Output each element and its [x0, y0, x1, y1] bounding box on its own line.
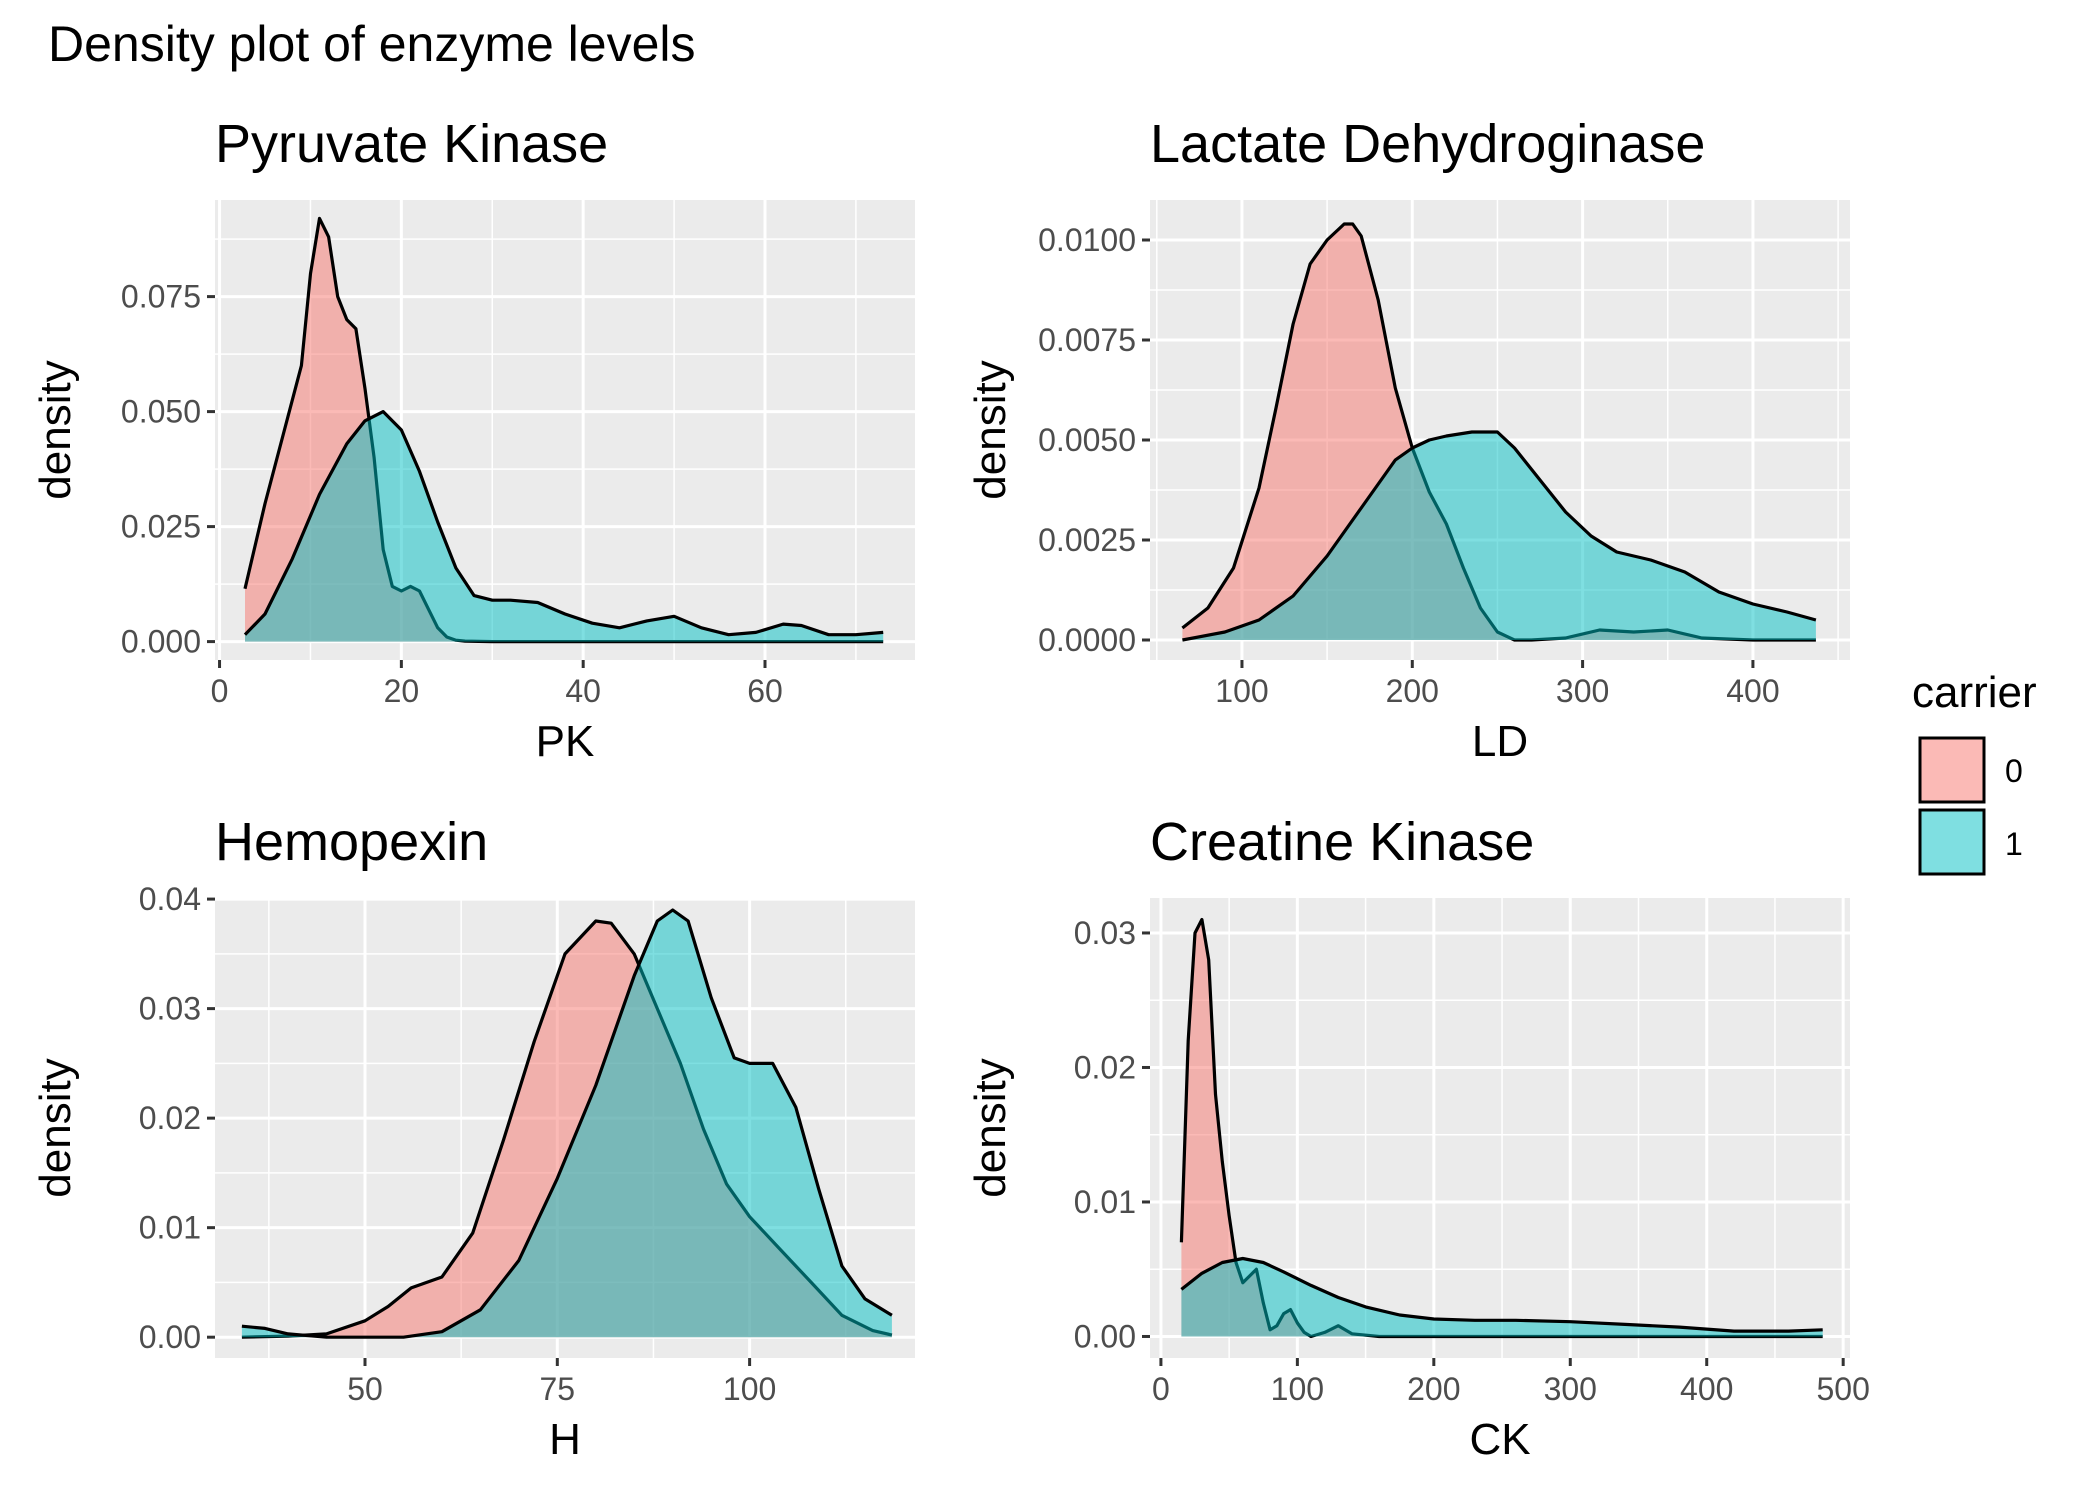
y-tick-label: 0.03 [1074, 915, 1136, 951]
density-curve-1 [1180, 1256, 1823, 1333]
y-tick-label: 0.0025 [1038, 522, 1136, 558]
y-tick-label: 0.01 [139, 1210, 201, 1246]
x-axis-title: CK [1469, 1415, 1530, 1464]
x-tick-label: 300 [1544, 1371, 1597, 1407]
x-tick-label: 400 [1680, 1371, 1733, 1407]
y-tick-label: 0.01 [1074, 1184, 1136, 1220]
y-tick-label: 0.03 [139, 991, 201, 1027]
panel-4: 0 100 200 300 400 500 0.00 0.01 0.02 0.03 Creatine… [966, 812, 1870, 1464]
y-tick-label: 0.0050 [1038, 422, 1136, 458]
panel-title: Hemopexin [215, 812, 488, 872]
x-tick-label: 100 [723, 1371, 776, 1407]
x-tick-label: 0 [211, 673, 229, 709]
y-tick-label: 0.0100 [1038, 222, 1136, 258]
x-tick-label: 60 [747, 673, 783, 709]
x-tick-label: 200 [1407, 1371, 1460, 1407]
legend-key-0 [1918, 736, 1986, 804]
panel-title: Pyruvate Kinase [215, 114, 608, 174]
panel-3: 50 75 100 0.00 0.01 0.02 0.03 0.04 Hemopexin Hden… [31, 812, 915, 1464]
x-axis-title: PK [536, 717, 595, 766]
y-axis-title: density [966, 360, 1015, 499]
panel-2: 100 200 300 400 0.0000 0.0025 0.0050 0.0075 0.01… [966, 114, 1850, 766]
y-tick-label: 0.0000 [1038, 622, 1136, 658]
density-area-1 [245, 411, 884, 642]
density-curve-1 [243, 410, 884, 637]
x-tick-label: 0 [1152, 1371, 1170, 1407]
y-tick-label: 0.0075 [1038, 322, 1136, 358]
y-axis-title: density [966, 1058, 1015, 1197]
density-curve-1 [1182, 430, 1817, 642]
x-tick-label: 20 [384, 673, 420, 709]
panel-title: Creatine Kinase [1150, 812, 1534, 872]
y-tick-label: 0.000 [121, 624, 201, 660]
x-axis-title: LD [1472, 717, 1528, 766]
x-tick-label: 40 [565, 673, 601, 709]
legend-key-1 [1918, 808, 1986, 876]
x-tick-label: 300 [1556, 673, 1609, 709]
x-tick-label: 50 [347, 1371, 383, 1407]
x-tick-label: 500 [1816, 1371, 1869, 1407]
density-area-1 [1181, 1258, 1823, 1337]
y-tick-label: 0.02 [1074, 1049, 1136, 1085]
x-tick-label: 200 [1386, 673, 1439, 709]
legend-label-0: 0 [2005, 753, 2023, 789]
y-axis-title: density [31, 360, 80, 499]
density-area-1 [1182, 432, 1816, 640]
density-area-1 [241, 910, 892, 1338]
panel-1: 0 20 40 60 0.000 0.025 0.050 0.075 Pyruvate Kina… [31, 114, 915, 766]
x-tick-label: 100 [1215, 673, 1268, 709]
legend: carrier 0 1 [1912, 668, 2037, 876]
y-tick-label: 0.00 [139, 1319, 201, 1355]
y-tick-label: 0.00 [1074, 1318, 1136, 1354]
y-tick-label: 0.025 [121, 509, 201, 545]
y-tick-label: 0.04 [139, 881, 201, 917]
legend-label-1: 1 [2005, 826, 2023, 862]
y-axis-title: density [31, 1058, 80, 1197]
x-tick-label: 100 [1271, 1371, 1324, 1407]
y-tick-label: 0.075 [121, 279, 201, 315]
y-tick-label: 0.02 [139, 1100, 201, 1136]
x-tick-label: 400 [1726, 673, 1779, 709]
x-axis-title: H [549, 1415, 581, 1464]
figure-title: Density plot of enzyme levels [48, 16, 696, 72]
y-tick-label: 0.050 [121, 394, 201, 430]
panel-title: Lactate Dehydroginase [1150, 114, 1705, 174]
x-tick-label: 75 [540, 1371, 576, 1407]
legend-title: carrier [1912, 668, 2037, 717]
density-curve-1 [241, 908, 893, 1339]
